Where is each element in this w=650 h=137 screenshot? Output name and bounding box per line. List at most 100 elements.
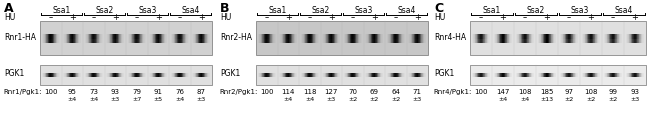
Bar <box>136 73 137 77</box>
Bar <box>421 34 422 38</box>
Bar <box>289 39 290 43</box>
Text: ±4: ±4 <box>305 97 315 102</box>
Bar <box>591 34 592 38</box>
Bar <box>628 73 629 77</box>
Bar <box>488 73 489 77</box>
Bar <box>207 73 208 77</box>
Bar <box>92 39 93 43</box>
Bar <box>275 39 276 43</box>
Bar <box>424 34 425 38</box>
Bar <box>157 34 158 38</box>
Bar <box>547 34 548 38</box>
Bar <box>275 73 276 77</box>
Bar <box>594 39 595 43</box>
Bar <box>327 34 328 38</box>
Bar <box>532 73 533 77</box>
Bar <box>361 73 362 77</box>
Bar <box>281 73 282 77</box>
Bar <box>127 39 128 43</box>
Bar <box>638 73 639 77</box>
Bar <box>316 73 317 77</box>
Bar <box>209 73 210 77</box>
Bar <box>505 39 506 43</box>
Bar <box>108 34 109 38</box>
Bar <box>179 39 181 43</box>
Bar <box>357 34 358 38</box>
Bar <box>186 34 187 38</box>
Bar <box>619 34 620 38</box>
Bar <box>285 39 286 43</box>
Bar <box>89 34 90 38</box>
Bar <box>637 34 638 38</box>
Bar <box>206 73 207 77</box>
Bar <box>100 73 101 77</box>
Bar <box>91 39 92 43</box>
Bar <box>156 39 157 43</box>
Bar <box>489 73 490 77</box>
Bar <box>171 73 172 77</box>
Bar <box>395 34 396 38</box>
Bar <box>600 39 601 43</box>
Bar <box>111 39 112 43</box>
Bar <box>74 34 75 38</box>
Bar <box>207 39 208 43</box>
Bar <box>296 73 298 77</box>
Bar <box>98 39 99 43</box>
Bar <box>144 34 145 38</box>
Bar <box>45 73 46 77</box>
Bar <box>317 34 318 38</box>
Bar <box>483 39 484 43</box>
Bar <box>527 34 528 38</box>
Text: Ssa3: Ssa3 <box>138 6 157 15</box>
Bar <box>381 73 382 77</box>
Bar <box>421 73 422 77</box>
Bar <box>205 39 206 43</box>
Bar <box>307 73 308 77</box>
Bar <box>627 73 628 77</box>
Bar <box>481 34 482 38</box>
Bar <box>421 73 422 77</box>
Bar <box>489 39 490 43</box>
Bar <box>481 73 482 77</box>
Bar <box>356 73 357 77</box>
Bar <box>142 73 143 77</box>
Bar <box>388 39 389 43</box>
Bar <box>287 39 288 43</box>
Bar <box>117 34 118 38</box>
Bar <box>480 34 481 38</box>
Bar <box>158 39 159 43</box>
Bar <box>208 73 209 77</box>
Bar <box>338 39 339 43</box>
Text: Ssa3: Ssa3 <box>354 6 372 15</box>
Bar <box>90 34 92 38</box>
Bar <box>283 39 284 43</box>
Bar <box>80 39 81 43</box>
Bar <box>95 73 96 77</box>
Bar <box>307 34 308 38</box>
Bar <box>547 39 549 43</box>
Bar <box>142 34 143 38</box>
Bar <box>46 39 47 43</box>
Bar <box>400 73 401 77</box>
Text: Rnr1-HA: Rnr1-HA <box>4 32 36 42</box>
Bar <box>485 39 486 43</box>
Bar <box>159 34 160 38</box>
Bar <box>631 34 632 38</box>
Bar <box>332 39 333 43</box>
Bar <box>510 73 511 77</box>
Bar <box>177 73 178 77</box>
Text: ±2: ±2 <box>391 97 400 102</box>
Bar <box>470 21 646 55</box>
Bar <box>163 39 164 43</box>
Bar <box>640 73 641 77</box>
Bar <box>142 39 143 43</box>
Bar <box>413 34 414 38</box>
Bar <box>281 34 282 38</box>
Bar <box>329 39 330 43</box>
Bar <box>162 34 163 38</box>
Bar <box>540 39 541 43</box>
Bar <box>285 73 286 77</box>
Bar <box>309 39 311 43</box>
Bar <box>582 73 583 77</box>
Bar <box>523 34 524 38</box>
